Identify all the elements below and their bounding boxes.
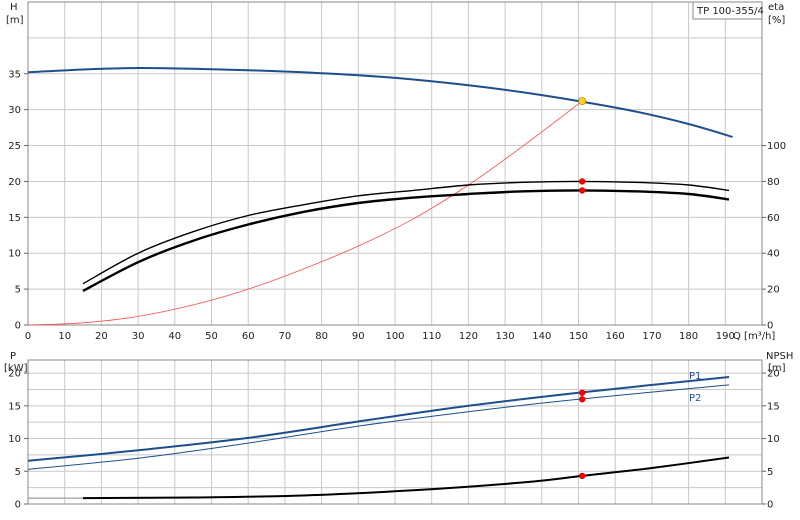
x-tick-label: 0 — [25, 331, 31, 342]
x-tick-label: 100 — [385, 331, 404, 342]
y-left-tick-label: 15 — [8, 213, 21, 224]
npsh-curve — [82, 456, 730, 500]
y-right-tick-label: 0 — [767, 321, 773, 332]
series-label-p1: P1 — [689, 371, 701, 382]
x-tick-label: 50 — [205, 331, 218, 342]
y-left-tick-label: 20 — [8, 369, 21, 380]
bottom-y-right-unit: [m] — [768, 363, 786, 374]
efficiency-curve-2 — [82, 189, 730, 292]
x-tick-label: 10 — [58, 331, 71, 342]
bottom-y-left-label: P — [10, 351, 16, 362]
x-tick-label: 190 — [716, 331, 735, 342]
bottom-y-left-unit: [kW] — [4, 363, 28, 374]
y-left-tick-label: 20 — [8, 177, 21, 188]
top-y-left-unit: [m] — [6, 15, 24, 26]
y-right-tick-label: 20 — [767, 369, 780, 380]
top-chart-grid — [27, 1, 762, 326]
x-tick-label: 170 — [642, 331, 661, 342]
y-right-tick-label: 0 — [767, 500, 773, 511]
x-tick-label: 140 — [532, 331, 551, 342]
x-tick-label: 20 — [95, 331, 108, 342]
y-right-tick-label: 5 — [767, 467, 773, 478]
top-chart-y-left-ticks: 0 5 10 15 20 25 30 35 — [8, 69, 28, 332]
top-x-label: Q [m³/h] — [733, 331, 775, 342]
y-left-tick-label: 5 — [15, 285, 21, 296]
y-right-tick-label: 60 — [767, 213, 780, 224]
top-y-right-label: eta — [768, 2, 784, 13]
y-left-tick-label: 5 — [15, 467, 21, 478]
bottom-chart-series — [27, 376, 730, 500]
x-tick-label: 130 — [496, 331, 515, 342]
y-right-tick-label: 40 — [767, 249, 780, 260]
bottom-chart-frame — [27, 359, 763, 505]
y-right-tick-label: 15 — [767, 401, 780, 412]
duty-point — [579, 396, 586, 403]
x-tick-label: 110 — [422, 331, 441, 342]
duty-point — [579, 187, 586, 194]
y-left-tick-label: 15 — [8, 401, 21, 412]
y-right-tick-label: 100 — [767, 141, 786, 152]
series-label-p2: P2 — [689, 393, 701, 404]
y-left-tick-label: 35 — [8, 69, 21, 80]
y-left-tick-label: 30 — [8, 105, 21, 116]
title-box — [692, 1, 763, 20]
duty-point — [578, 97, 587, 106]
bottom-chart: 0 5 10 15 20 0 5 10 15 20 P [kW] NPSH [m] P1 P2 — [4, 351, 793, 511]
bottom-y-right-label: NPSH — [766, 351, 793, 362]
y-left-tick-label: 0 — [15, 321, 21, 332]
y-left-tick-label: 25 — [8, 141, 21, 152]
y-left-tick-label: 10 — [8, 249, 21, 260]
x-tick-label: 40 — [168, 331, 181, 342]
top-chart-x-ticks: 0 10 20 30 40 50 60 70 80 90 100 110 120 130 140 150 160… — [25, 331, 735, 342]
top-chart-y-right-ticks: 0 20 40 60 80 100 — [762, 141, 786, 332]
top-chart: 0 10 20 30 40 50 60 70 80 90 100 110 120 130 140 150 160… — [6, 1, 786, 342]
power-p2-curve — [27, 384, 730, 470]
bottom-chart-y-left-ticks: 0 5 10 15 20 — [8, 369, 28, 511]
x-tick-label: 150 — [569, 331, 588, 342]
chart-title: TP 100-355/4 — [696, 6, 764, 17]
top-y-left-label: H — [10, 2, 18, 13]
y-right-tick-label: 80 — [767, 177, 780, 188]
y-left-tick-label: 10 — [8, 434, 21, 445]
x-tick-label: 160 — [606, 331, 625, 342]
duty-point — [579, 472, 586, 480]
x-tick-label: 30 — [132, 331, 145, 342]
x-tick-label: 70 — [279, 331, 292, 342]
power-p1-curve — [27, 376, 730, 462]
y-right-tick-label: 10 — [767, 434, 780, 445]
efficiency-curve-1 — [82, 180, 730, 285]
bottom-chart-y-right-ticks: 0 5 10 15 20 — [762, 369, 780, 511]
top-chart-series — [27, 66, 733, 326]
system-curve — [27, 100, 583, 326]
y-left-tick-label: 0 — [15, 500, 21, 511]
top-chart-points — [578, 97, 587, 194]
duty-point — [579, 389, 586, 396]
x-tick-label: 60 — [242, 331, 255, 342]
top-y-right-unit: [%] — [768, 15, 785, 26]
bottom-chart-points — [579, 389, 586, 480]
x-tick-label: 180 — [679, 331, 698, 342]
y-right-tick-label: 20 — [767, 285, 780, 296]
x-tick-label: 120 — [459, 331, 478, 342]
head-curve — [27, 66, 733, 138]
x-tick-label: 90 — [352, 331, 365, 342]
top-chart-frame — [27, 1, 763, 326]
x-tick-label: 80 — [315, 331, 328, 342]
duty-point — [579, 178, 586, 185]
bottom-chart-grid — [27, 360, 762, 505]
